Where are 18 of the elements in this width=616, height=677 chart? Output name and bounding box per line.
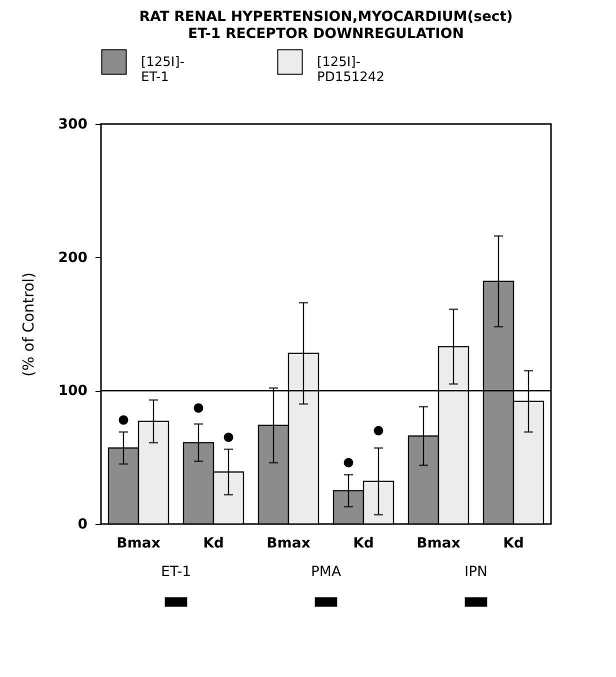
chart-title: RAT RENAL HYPERTENSION,MYOCARDIUM(sect): [139, 9, 513, 25]
chart-subtitle: ET-1 RECEPTOR DOWNREGULATION: [188, 26, 464, 42]
legend-label: [125I]- ET-1: [141, 55, 185, 85]
text: ET-1: [160, 564, 192, 580]
x-tick-label: Kd: [203, 536, 224, 552]
y-tick-label: 100: [58, 383, 88, 400]
x-tick-label: Kd: [353, 536, 374, 552]
y-tick-label: 200: [58, 250, 88, 266]
x-tick-label: Kd: [503, 536, 524, 552]
y-axis-title: (% of Control): [19, 272, 38, 377]
text: PMA: [310, 564, 342, 580]
x-tick-label: Bmax: [116, 536, 160, 552]
text: IPN: [464, 564, 488, 580]
x-tick-label: Bmax: [416, 536, 460, 552]
legend-label: [125I]- PD151242: [317, 55, 384, 85]
y-tick-label: 0: [78, 516, 88, 532]
x-tick-label: Bmax: [266, 536, 310, 552]
y-tick-label: 300: [58, 116, 88, 132]
